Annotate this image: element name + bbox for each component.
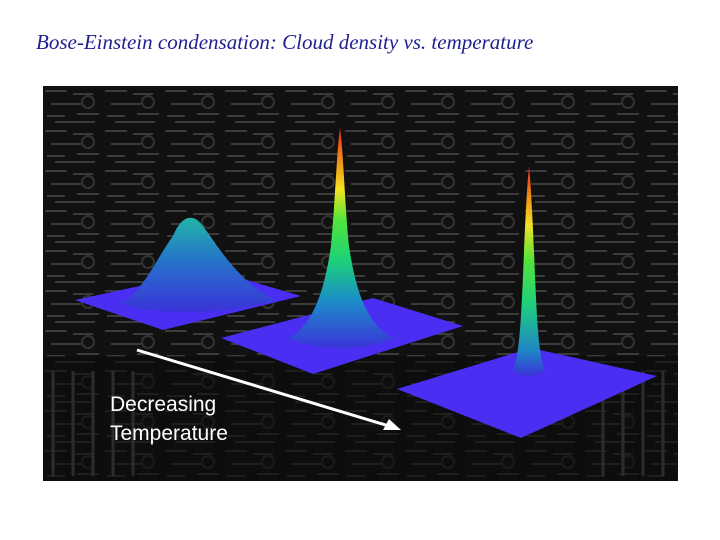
slide-title: Bose-Einstein condensation: Cloud densit…: [36, 30, 534, 54]
annotation-line-2: Temperature: [110, 422, 228, 445]
density-plot-graphic: [43, 86, 678, 481]
condensate-peak: [513, 166, 545, 376]
thermal-cloud-peak: [121, 217, 275, 313]
mixed-cloud-plot: [221, 128, 463, 374]
condensate-base: [397, 348, 657, 438]
mixed-cloud-peak: [289, 128, 393, 349]
condensate-plot: [397, 166, 657, 438]
temperature-arrow: [136, 348, 401, 430]
thermal-cloud-plot: [75, 217, 301, 330]
arrow-head: [383, 419, 401, 430]
density-plot-figure: [43, 86, 678, 481]
lab-floor-slats: [51, 371, 665, 476]
annotation-line-1: Decreasing: [110, 393, 217, 416]
temperature-annotation: Decreasing Temperature: [110, 390, 228, 448]
